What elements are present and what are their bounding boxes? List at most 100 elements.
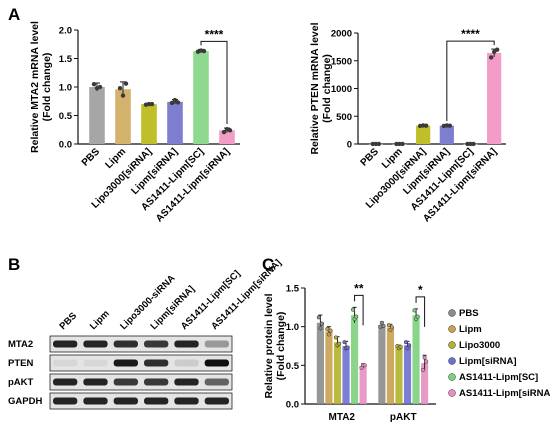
legend-marker <box>448 357 456 365</box>
blot-row-label: MTA2 <box>8 339 33 350</box>
protein-data-point <box>337 341 342 346</box>
panel-label-b: B <box>8 255 20 274</box>
blot-band <box>53 378 78 386</box>
mta2-mrna-bar <box>89 87 105 144</box>
panel-label-a: A <box>8 5 20 24</box>
protein-bar <box>342 346 350 404</box>
protein-data-point <box>381 323 386 328</box>
protein-data-point <box>386 323 391 328</box>
protein-data-point <box>422 355 427 360</box>
blot-lane-label: Lipo3000-siRNA <box>118 273 177 332</box>
protein-bar <box>350 315 359 404</box>
mta2-mrna-chart: 0.0 0.5 1.0 1.5 2.0 Relative MTA2 mRNA level(… <box>29 21 240 224</box>
blot-band <box>174 397 199 405</box>
protein-y-tick-label: 1.0 <box>286 322 299 333</box>
protein-x-tick-label: MTA2 <box>329 412 356 423</box>
protein-data-point <box>333 335 338 340</box>
blot-band <box>113 359 138 367</box>
protein-data-point <box>328 328 333 333</box>
mta2-mrna-data-point <box>169 100 175 106</box>
legend-marker <box>448 389 456 397</box>
blot-band <box>83 397 108 405</box>
mta2-mrna-data-point <box>201 48 207 54</box>
blot-band <box>53 340 78 348</box>
pten-mrna-y-tick-label: 500 <box>336 112 352 123</box>
blot-strip <box>49 392 233 410</box>
protein-y-axis-label: Relative protein level <box>263 293 275 398</box>
mta2-mrna-data-point <box>227 128 233 133</box>
pten-mrna-bar <box>487 52 502 145</box>
protein-data-point <box>354 314 359 319</box>
blot-lane-label: Lipm <box>88 308 112 332</box>
protein-data-point <box>342 340 347 345</box>
protein-data-point <box>326 332 331 337</box>
protein-data-point <box>319 321 325 326</box>
pten-mrna-data-point <box>488 55 494 60</box>
legend-entry: PBS <box>459 308 479 319</box>
mta2-mrna-data-point <box>117 85 123 91</box>
panel-label-c: C <box>262 255 274 274</box>
blot-band <box>144 378 169 386</box>
pten-mrna-y-tick-label: 0 <box>347 140 352 151</box>
protein-data-point <box>316 315 321 320</box>
mta2-mrna-data-point <box>97 84 103 90</box>
mta2-mrna-x-tick-label: PBS <box>80 146 103 169</box>
blot-band <box>204 340 229 348</box>
pten-mrna-data-point <box>491 49 497 55</box>
protein-bar <box>395 346 403 404</box>
blot-band <box>53 397 78 405</box>
mta2-mrna-bar <box>193 51 209 145</box>
protein-bar <box>421 363 429 404</box>
legend-entry: AS1411-Lipm[SC] <box>459 372 538 383</box>
mta2-mrna-y-tick-label: 2.0 <box>59 26 72 37</box>
blot-strip <box>49 373 233 391</box>
blot-band <box>204 378 229 386</box>
pten-mrna-data-point <box>447 123 453 128</box>
blot-band <box>144 340 169 348</box>
protein-data-point <box>362 363 367 368</box>
mta2-mrna-y-tick-label: 1.0 <box>59 83 72 94</box>
blot-band <box>204 397 229 405</box>
mta2-mrna-y-axis-label: Relative MTA2 mRNA level <box>29 21 41 153</box>
pten-mrna-significance-bracket <box>446 40 495 122</box>
pten-mrna-significance-label: **** <box>461 27 480 41</box>
protein-y-tick-label: 0.5 <box>286 361 300 372</box>
protein-bar <box>359 366 367 404</box>
mta2-mrna-bar <box>115 89 131 144</box>
blot-band <box>144 359 169 367</box>
protein-level-chart: 0.0 0.5 1.0 1.5 Relative protein level (Fold … <box>263 281 550 423</box>
protein-y-axis-label: (Fold change) <box>275 312 287 381</box>
legend-marker <box>448 373 456 381</box>
protein-bar <box>378 325 386 404</box>
pten-mrna-y-axis-label: Relative PTEN mRNA level <box>309 22 321 154</box>
blot-band <box>144 397 169 405</box>
protein-bar <box>316 322 324 404</box>
pten-mrna-y-axis-label: (Fold change) <box>321 54 333 123</box>
blot-band <box>204 359 229 367</box>
protein-bar <box>386 327 395 404</box>
pten-mrna-chart: 0 500 1000 1500 2000 Relative PTEN mRNA level… <box>309 22 506 224</box>
protein-data-point <box>318 326 323 331</box>
blot-band <box>174 340 199 348</box>
pten-mrna-bar <box>439 125 454 144</box>
protein-data-point <box>420 367 426 373</box>
blot-row-label: pAKT <box>8 377 34 388</box>
blot-strip <box>49 354 233 372</box>
mta2-mrna-significance-bracket <box>200 40 228 125</box>
blot-row-label: PTEN <box>8 358 33 369</box>
blot-band <box>174 359 199 367</box>
protein-y-tick-label: 0.0 <box>286 400 299 411</box>
mta2-mrna-data-point <box>175 100 181 105</box>
protein-bar <box>333 342 342 404</box>
mta2-mrna-bar <box>141 104 157 144</box>
protein-data-point <box>379 320 384 325</box>
blot-band <box>83 359 108 367</box>
legend-entry: Lipm <box>459 324 482 335</box>
blot-band <box>113 378 138 386</box>
protein-significance-bracket <box>354 294 364 326</box>
mta2-mrna-y-tick-label: 1.5 <box>59 54 73 65</box>
pten-mrna-data-point <box>376 141 382 147</box>
mta2-mrna-y-axis-label: (Fold change) <box>41 53 53 122</box>
protein-bar <box>403 345 412 404</box>
mta2-mrna-y-tick-label: 0.5 <box>59 111 73 122</box>
